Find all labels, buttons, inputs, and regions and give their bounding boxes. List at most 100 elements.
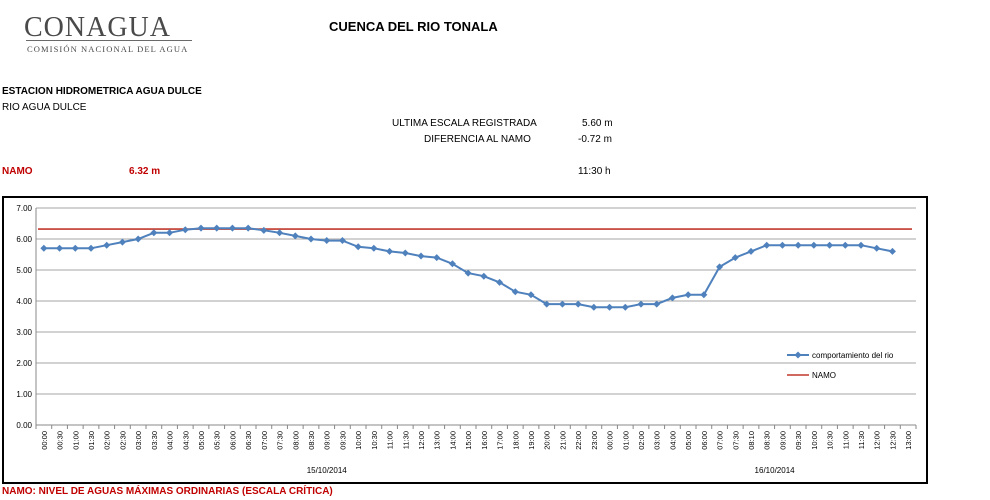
last-scale-value: 5.60 m <box>582 118 613 129</box>
data-point <box>118 238 126 246</box>
x-tick-label: 00:30 <box>56 431 65 450</box>
legend-namo-label: NAMO <box>812 371 836 380</box>
last-scale-label: ULTIMA ESCALA REGISTRADA <box>392 118 537 129</box>
x-tick-label: 11:30 <box>401 431 410 449</box>
x-tick-label: 13:00 <box>904 431 913 450</box>
x-tick-label: 06:00 <box>700 431 709 450</box>
data-point <box>323 237 331 245</box>
x-tick-label: 02:00 <box>637 431 646 450</box>
x-tick-label: 02:00 <box>103 431 112 450</box>
data-point <box>150 229 158 237</box>
x-tick-label: 01:00 <box>621 431 630 450</box>
x-tick-label: 22:00 <box>574 431 583 450</box>
x-tick-label: 07:30 <box>731 431 740 450</box>
data-point <box>166 229 174 237</box>
x-tick-label: 08:30 <box>307 431 316 450</box>
data-point <box>731 254 739 262</box>
data-point <box>888 247 896 255</box>
x-tick-label: 05:30 <box>213 431 222 450</box>
x-tick-label: 11:00 <box>386 431 395 449</box>
data-point <box>370 244 378 252</box>
x-tick-label: 16:00 <box>480 431 489 450</box>
data-point <box>134 235 142 243</box>
data-point <box>260 226 268 234</box>
data-point <box>684 291 692 299</box>
data-point <box>480 272 488 280</box>
x-tick-label: 08:10 <box>747 431 756 450</box>
x-tick-label: 08:00 <box>291 431 300 450</box>
data-point <box>244 224 252 232</box>
date-label: 16/10/2014 <box>755 466 796 475</box>
data-point <box>841 241 849 249</box>
last-reading-time: 11:30 h <box>578 166 611 177</box>
data-point <box>87 244 95 252</box>
station-name: ESTACION HIDROMETRICA AGUA DULCE <box>2 86 202 97</box>
x-tick-label: 01:30 <box>87 431 96 450</box>
x-tick-label: 11:30 <box>857 431 866 449</box>
data-point <box>511 288 519 296</box>
conagua-logo-subtitle: COMISIÓN NACIONAL DEL AGUA <box>27 44 189 54</box>
data-point <box>448 260 456 268</box>
x-tick-label: 04:30 <box>181 431 190 450</box>
data-point <box>763 241 771 249</box>
x-tick-label: 02:30 <box>118 431 127 450</box>
data-point <box>71 244 79 252</box>
x-tick-label: 12:00 <box>873 431 882 450</box>
river-name: RIO AGUA DULCE <box>2 102 87 113</box>
y-tick-label: 2.00 <box>16 359 32 368</box>
data-point <box>668 294 676 302</box>
data-point <box>291 232 299 240</box>
x-tick-label: 18:00 <box>511 431 520 450</box>
footer-note: NAMO: NIVEL DE AGUAS MÁXIMAS ORDINARIAS … <box>2 486 333 497</box>
data-point <box>401 249 409 257</box>
y-tick-label: 0.00 <box>16 421 32 430</box>
x-tick-label: 01:00 <box>71 431 80 450</box>
data-point <box>700 291 708 299</box>
data-point <box>621 303 629 311</box>
data-point <box>857 241 865 249</box>
chart-frame: 0.00 1.00 2.00 3.00 4.00 5.00 6.00 7.00 00:00 00:… <box>2 196 928 484</box>
x-tick-label: 20:00 <box>543 431 552 450</box>
x-tick-label: 00:00 <box>606 431 615 450</box>
x-tick-label: 09:30 <box>794 431 803 450</box>
x-tick-label: 15:00 <box>464 431 473 450</box>
x-tick-label: 04:00 <box>166 431 175 450</box>
data-point <box>433 254 441 262</box>
y-tick-label: 1.00 <box>16 390 32 399</box>
x-tick-label: 06:30 <box>244 431 253 450</box>
x-tick-label: 10:00 <box>810 431 819 450</box>
namo-value: 6.32 m <box>129 166 161 177</box>
data-point <box>527 291 535 299</box>
x-tick-label: 23:00 <box>590 431 599 450</box>
data-point <box>181 226 189 234</box>
data-point <box>574 300 582 308</box>
x-tick-label: 03:00 <box>653 431 662 450</box>
data-point <box>716 263 724 271</box>
legend-series-marker <box>794 351 802 359</box>
x-tick-label: 00:00 <box>40 431 49 450</box>
river-level-chart: 0.00 1.00 2.00 3.00 4.00 5.00 6.00 7.00 00:00 00:… <box>16 204 917 475</box>
data-point <box>794 241 802 249</box>
data-point <box>558 300 566 308</box>
x-tick-label: 04:00 <box>668 431 677 450</box>
data-point <box>338 237 346 245</box>
y-tick-label: 7.00 <box>16 204 32 213</box>
x-tick-label: 07:00 <box>260 431 269 450</box>
x-tick-label: 10:00 <box>354 431 363 450</box>
data-point <box>56 244 64 252</box>
x-tick-label: 05:00 <box>684 431 693 450</box>
data-point <box>496 278 504 286</box>
data-point <box>386 247 394 255</box>
x-tick-label: 21:00 <box>558 431 567 450</box>
x-tick-label: 05:00 <box>197 431 206 450</box>
y-tick-label: 4.00 <box>16 297 32 306</box>
x-tick-label: 10:30 <box>826 431 835 450</box>
x-tick-label: 17:00 <box>496 431 505 450</box>
y-tick-label: 6.00 <box>16 235 32 244</box>
x-tick-label: 03:30 <box>150 431 159 450</box>
diff-namo-value: -0.72 m <box>578 134 612 145</box>
data-point <box>653 300 661 308</box>
x-tick-label: 09:00 <box>323 431 332 450</box>
x-tick-label: 08:30 <box>763 431 772 450</box>
data-point <box>543 300 551 308</box>
